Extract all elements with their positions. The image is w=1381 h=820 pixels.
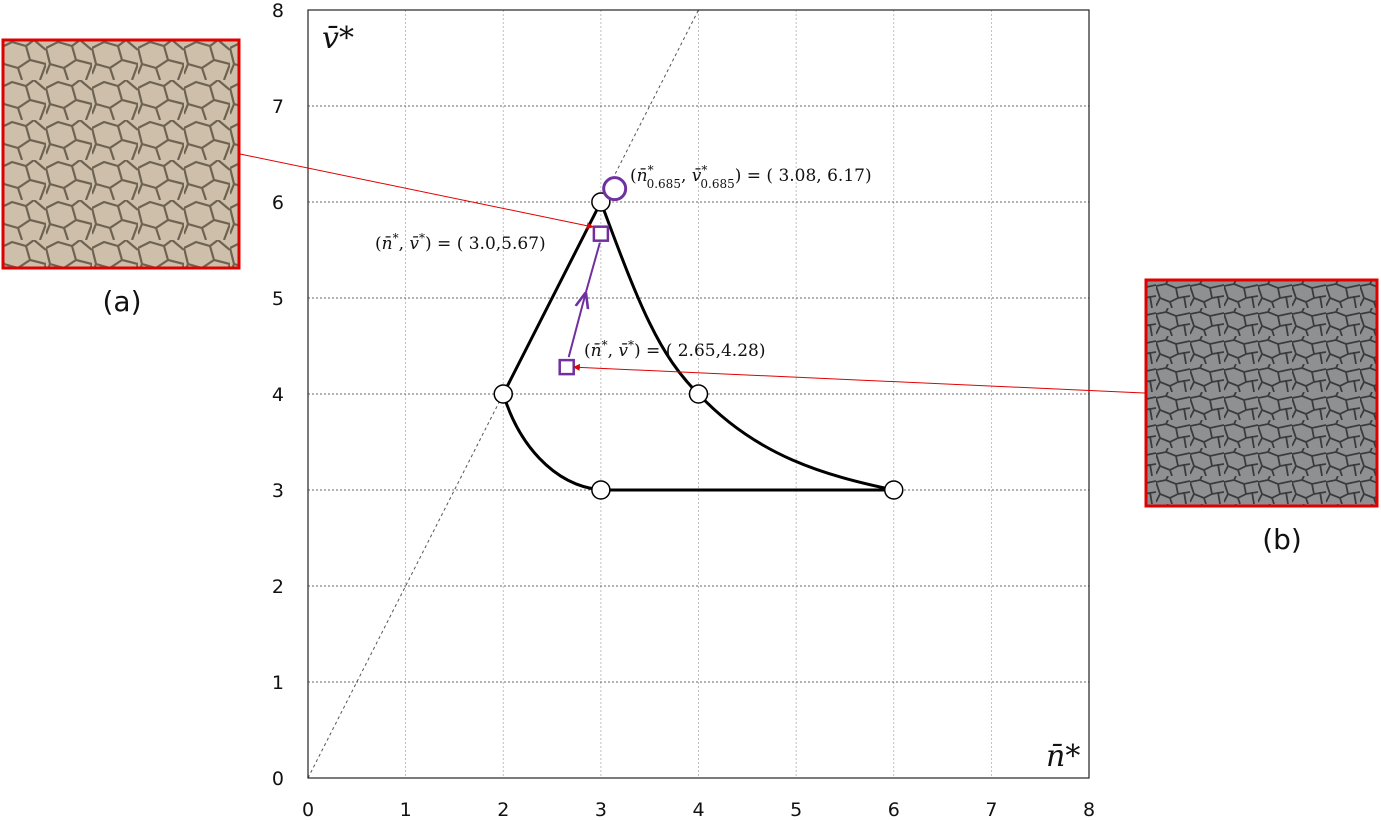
highlight-point-marker [602,176,628,202]
measured-point-marker [592,225,610,242]
y-tick-label: 6 [272,192,284,214]
x-tick-label: 7 [985,799,997,820]
boundary-vertices [493,192,904,500]
x-tick-label: 8 [1083,799,1095,820]
y-axis-title: v̄* [322,21,354,56]
y-tick-label: 1 [272,672,284,694]
boundary-vertex [591,192,611,212]
plot-frame [307,9,1090,779]
y-tick-label: 2 [272,576,284,598]
boundary-vertex [591,480,611,500]
boundary-vertex [688,384,709,404]
boundary-vertex [884,480,904,500]
pointer-line-b [572,363,1146,394]
x-tick-label: 3 [595,799,607,820]
measured-point-label-a: (n̄*, v̄*) = ( 3.0,5.67) [375,231,546,254]
y-tick-label: 4 [272,384,284,406]
transition-arrow [567,294,586,358]
y-tick-label: 5 [272,288,284,310]
x-tick-label: 0 [302,799,314,820]
measured-point-label-b: (n̄*, v̄*) = ( 2.65,4.28) [584,338,765,361]
photo-a [1,38,241,270]
y-tick-label: 3 [272,480,284,502]
x-tick-label: 2 [497,799,509,820]
photo-a-caption: (a) [102,285,141,318]
photo-b [1144,278,1379,508]
y-tick-label: 0 [272,768,284,790]
x-tick-label: 4 [692,799,704,820]
boundary-curve [501,198,895,492]
x-tick-label: 1 [400,799,412,820]
transition-arrow-tail [584,242,601,294]
measured-point-marker [558,358,575,376]
x-axis-title: n̄* [1046,739,1080,774]
y-tick-label: 7 [272,96,284,118]
boundary-vertex [493,384,513,404]
photo-b-caption: (b) [1262,523,1302,556]
x-tick-labels: 0 1 2 3 4 5 6 7 8 [302,799,1095,820]
pointer-line-a [239,153,594,230]
y-tick-label: 8 [272,0,284,22]
x-tick-label: 6 [888,799,900,820]
x-tick-label: 5 [790,799,802,820]
y-tick-labels: 0 1 2 3 4 5 6 7 8 [272,0,284,790]
